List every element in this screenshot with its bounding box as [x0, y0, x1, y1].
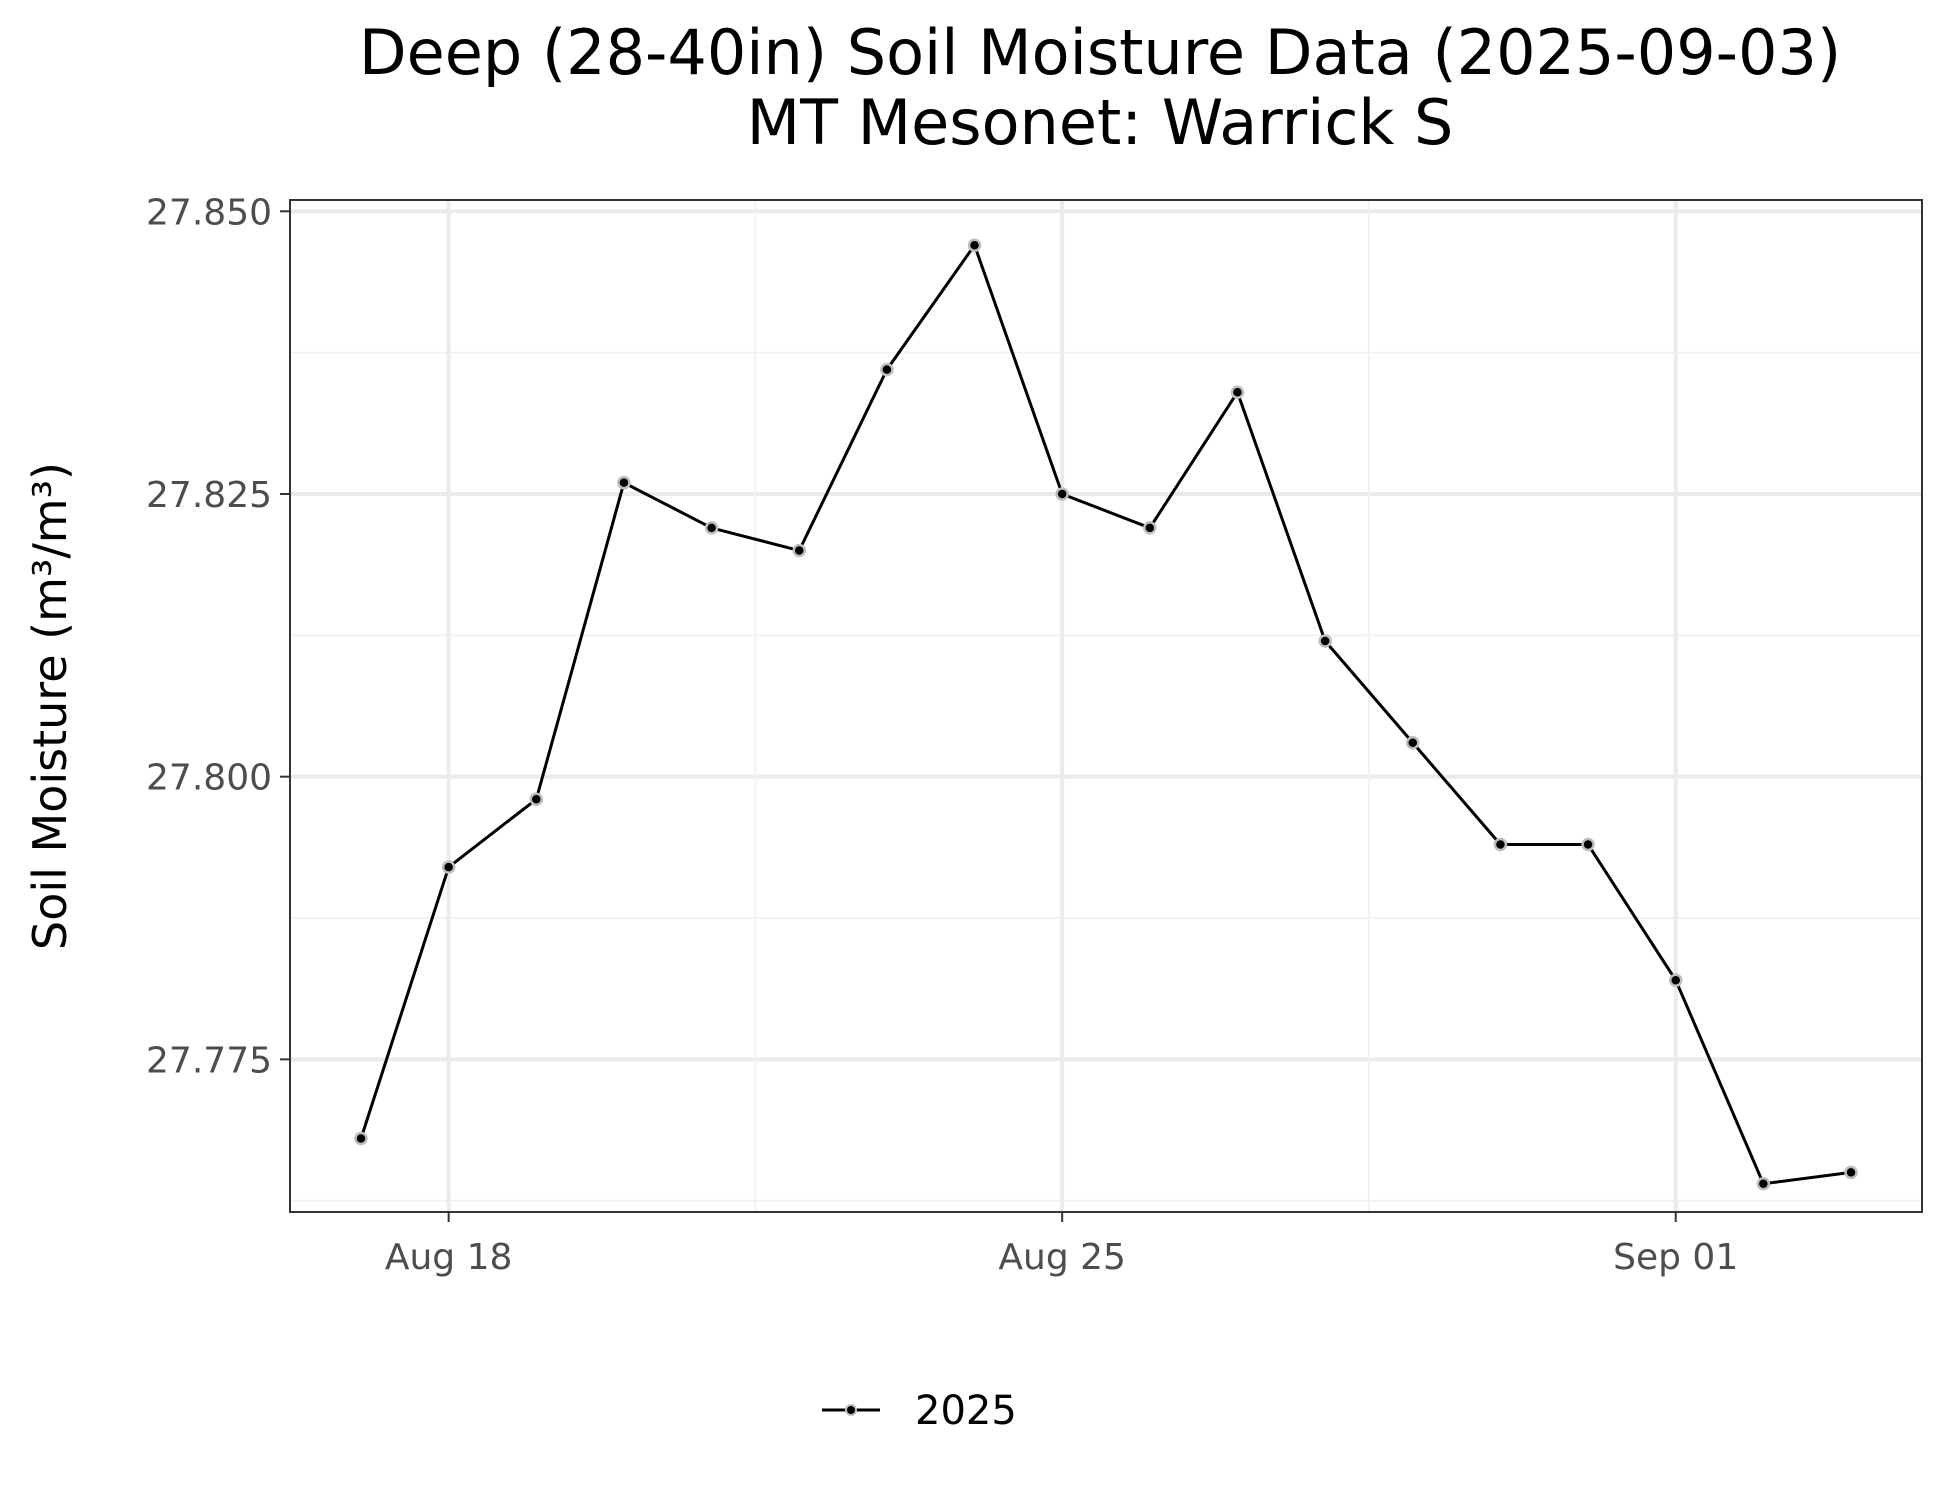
y-tick-label: 27.775 [146, 1040, 272, 1081]
data-point [1230, 385, 1245, 399]
x-tick-label: Aug 25 [998, 1237, 1126, 1278]
chart-title-block: Deep (28-40in) Soil Moisture Data (2025-… [250, 18, 1950, 158]
y-tick-label: 27.850 [146, 192, 272, 233]
data-point [880, 362, 894, 377]
data-point [1756, 1176, 1771, 1191]
series-2025 [354, 238, 1858, 1191]
data-point [441, 860, 456, 874]
legend-point-swatch [845, 1404, 857, 1416]
data-point [354, 1131, 368, 1146]
data-point [1143, 521, 1157, 535]
chart-title: Deep (28-40in) Soil Moisture Data (2025-… [358, 16, 1842, 89]
y-axis: 27.775 27.800 27.825 27.850 [146, 192, 290, 1081]
data-point [1318, 634, 1332, 648]
series-line [359, 243, 1852, 1186]
data-point [1055, 487, 1069, 501]
grid-lines [290, 200, 1922, 1212]
y-axis-label: Soil Moisture (m³/m³) [23, 462, 77, 950]
y-tick-label: 27.800 [146, 758, 272, 799]
data-point [967, 238, 982, 252]
data-point [617, 475, 631, 490]
legend: 2025 [822, 1388, 1017, 1434]
legend-entry-2025: 2025 [915, 1388, 1017, 1434]
data-point [529, 792, 544, 807]
chart-subtitle: MT Mesonet: Warrick S [746, 86, 1454, 159]
data-point [704, 521, 719, 535]
y-tick-label: 27.825 [146, 475, 272, 516]
data-point [1581, 837, 1595, 852]
data-point [1844, 1165, 1858, 1180]
x-axis: Aug 18 Aug 25 Sep 01 [385, 1212, 1738, 1278]
x-tick-label: Sep 01 [1613, 1237, 1738, 1278]
data-point [1493, 837, 1508, 852]
x-tick-label: Aug 18 [385, 1237, 513, 1278]
data-point [792, 543, 806, 558]
plot-panel [289, 199, 1923, 1213]
data-point [1668, 973, 1683, 987]
data-point [1406, 735, 1420, 750]
